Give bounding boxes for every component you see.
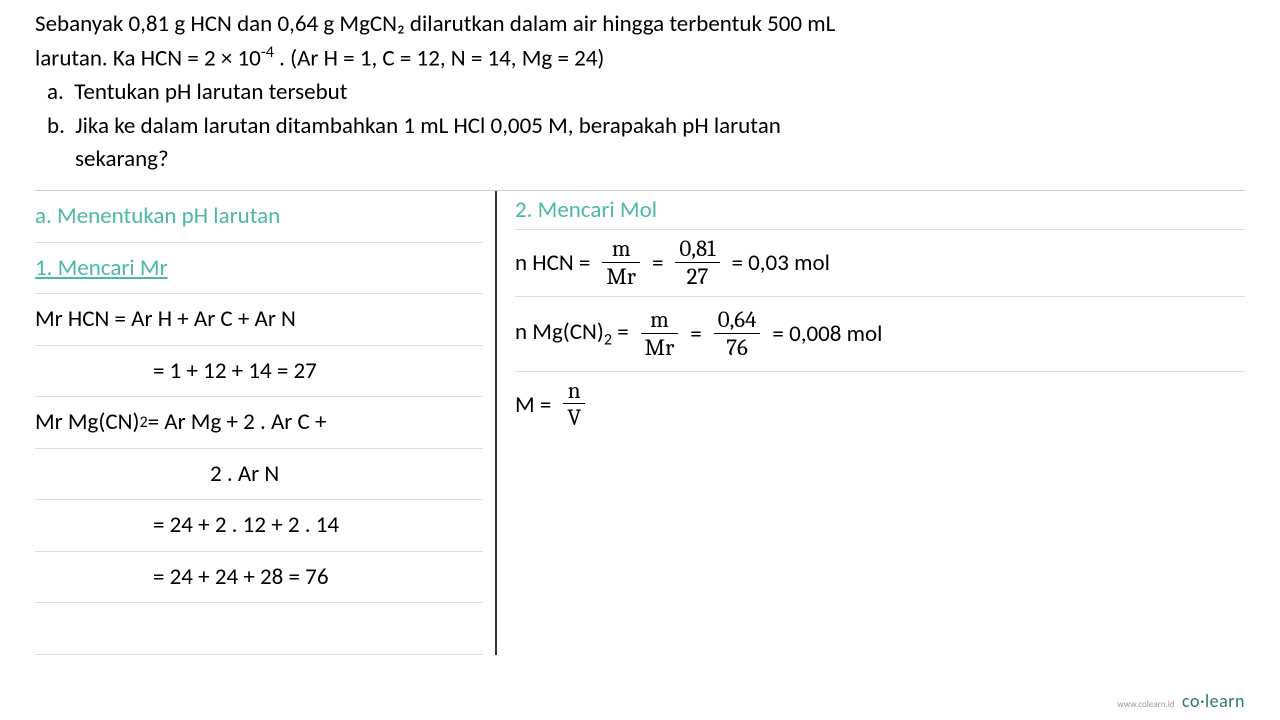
footer-brand: co·learn [1182, 690, 1245, 712]
n-hcn-row: n HCN = m Mr = 0,81 27 = 0,03 mol [515, 230, 1245, 297]
problem-line2: larutan. Ka HCN = 2 × 10-4 . (Ar H = 1, … [35, 41, 1245, 76]
molarity-row: M = n V [515, 372, 1245, 438]
problem-part-b-line2: sekarang? [35, 143, 1245, 176]
problem-line1: Sebanyak 0,81 g HCN dan 0,64 g MgCN₂ dil… [35, 8, 1245, 41]
frac-hcn: 0,81 27 [675, 236, 719, 290]
left-column: a. Menentukan pH larutan 1. Mencari Mr M… [35, 191, 495, 655]
mr-hcn-label: Mr HCN = Ar H + Ar C + Ar N [35, 294, 483, 346]
mr-mgcn-calc1: = 24 + 2 . 12 + 2 . 14 [35, 500, 483, 552]
frac-mgcn: 0,64 76 [714, 307, 761, 361]
frac-m-mr-2: m Mr [641, 307, 679, 361]
mr-hcn-calc: = 1 + 12 + 14 = 27 [35, 346, 483, 398]
frac-m-mr-1: m Mr [602, 236, 640, 290]
mr-mgcn-cont: 2 . Ar N [35, 449, 483, 501]
problem-part-b-line1: b. Jika ke dalam larutan ditambahkan 1 m… [35, 110, 1245, 143]
frac-n-v: n V [563, 378, 585, 432]
right-column: 2. Mencari Mol n HCN = m Mr = 0,81 27 = … [495, 191, 1245, 655]
n-mgcn-row: n Mg(CN)2 = m Mr = 0,64 76 = 0,008 mol [515, 297, 1245, 372]
problem-part-a: a. Tentukan pH larutan tersebut [35, 76, 1245, 109]
empty-row [35, 603, 483, 655]
footer-url: www.colearn.id [1117, 699, 1174, 710]
solution-area: a. Menentukan pH larutan 1. Mencari Mr M… [35, 191, 1245, 655]
problem-statement: Sebanyak 0,81 g HCN dan 0,64 g MgCN₂ dil… [35, 8, 1245, 176]
mr-mgcn-calc2: = 24 + 24 + 28 = 76 [35, 552, 483, 604]
heading-1: 1. Mencari Mr [35, 243, 483, 295]
mr-mgcn-label: Mr Mg(CN)2 = Ar Mg + 2 . Ar C + [35, 397, 483, 449]
footer: www.colearn.id co·learn [1117, 690, 1245, 712]
heading-2: 2. Mencari Mol [515, 191, 1245, 230]
heading-a: a. Menentukan pH larutan [35, 191, 483, 243]
